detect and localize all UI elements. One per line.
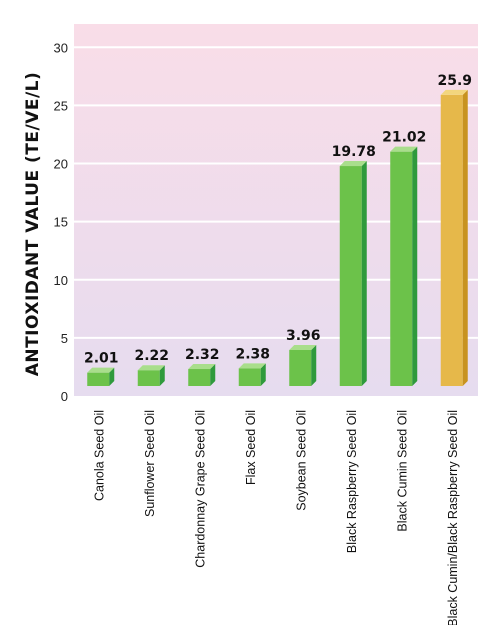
category-label: Sunflower Seed Oil <box>143 410 157 517</box>
bar-side <box>462 89 468 386</box>
bar-side <box>412 146 418 386</box>
bar-side <box>361 161 367 386</box>
y-tick-label: 5 <box>61 331 68 346</box>
bar-front <box>188 369 211 386</box>
category-label: Black Raspberry Seed Oil <box>345 410 359 553</box>
bar-top <box>87 367 115 373</box>
bar <box>440 89 468 386</box>
bar <box>289 344 317 386</box>
category-label: Black Cumin Seed Oil <box>395 410 409 532</box>
bar-front <box>289 349 312 386</box>
category-labels: Canola Seed Oil Sunflower Seed Oil Chardon… <box>92 410 460 625</box>
y-tick-label: 20 <box>54 157 68 172</box>
value-label: 3.96 <box>286 328 321 344</box>
bar-front <box>87 372 110 386</box>
plot-background <box>74 24 478 396</box>
bar-front <box>339 166 362 386</box>
y-tick-label: 25 <box>54 98 68 113</box>
bar <box>137 365 165 386</box>
value-label: 2.32 <box>185 347 220 363</box>
bar-top <box>137 365 165 371</box>
value-label: 21.02 <box>382 130 426 146</box>
y-tick-label: 10 <box>54 273 68 288</box>
category-label: Black Cumin/Black Raspberry Seed Oil <box>446 410 460 625</box>
bar-side <box>159 365 165 386</box>
bar-top <box>238 363 266 369</box>
value-label: 2.38 <box>235 346 270 362</box>
bar-front <box>390 151 413 386</box>
value-labels: 2.01 2.22 2.32 2.38 3.96 19.78 21.02 25.9 <box>84 73 472 367</box>
value-label: 25.9 <box>437 73 472 89</box>
value-label: 2.22 <box>134 348 169 364</box>
y-axis-title: ANTIOXIDANT VALUE (TE/VE/L) <box>23 72 43 377</box>
bars <box>87 89 468 386</box>
y-tick-label: 15 <box>54 215 68 230</box>
category-label: Canola Seed Oil <box>92 410 106 501</box>
bar-top <box>188 364 216 370</box>
bar <box>188 364 216 386</box>
bar-front <box>440 94 463 386</box>
bar-top <box>440 89 468 95</box>
bar-side <box>260 363 266 386</box>
bar <box>238 363 266 386</box>
y-axis-ticks: 0 5 10 15 20 25 30 <box>54 40 68 404</box>
value-label: 2.01 <box>84 351 119 367</box>
category-label: Chardonnay Grape Seed Oil <box>193 410 207 568</box>
value-label: 19.78 <box>332 144 376 160</box>
bar-side <box>210 364 216 386</box>
bar <box>390 146 418 386</box>
bar-side <box>109 367 115 386</box>
y-tick-label: 30 <box>54 40 68 55</box>
bar-top <box>390 146 418 152</box>
y-tick-label: 0 <box>61 389 68 404</box>
category-label: Flax Seed Oil <box>244 410 258 485</box>
bar-front <box>238 368 261 386</box>
category-label: Soybean Seed Oil <box>294 410 308 511</box>
bar-side <box>311 344 317 386</box>
bar-top <box>339 161 367 167</box>
bar-front <box>137 370 160 386</box>
bar <box>339 161 367 386</box>
bar-top <box>289 344 317 350</box>
bar <box>87 367 115 386</box>
